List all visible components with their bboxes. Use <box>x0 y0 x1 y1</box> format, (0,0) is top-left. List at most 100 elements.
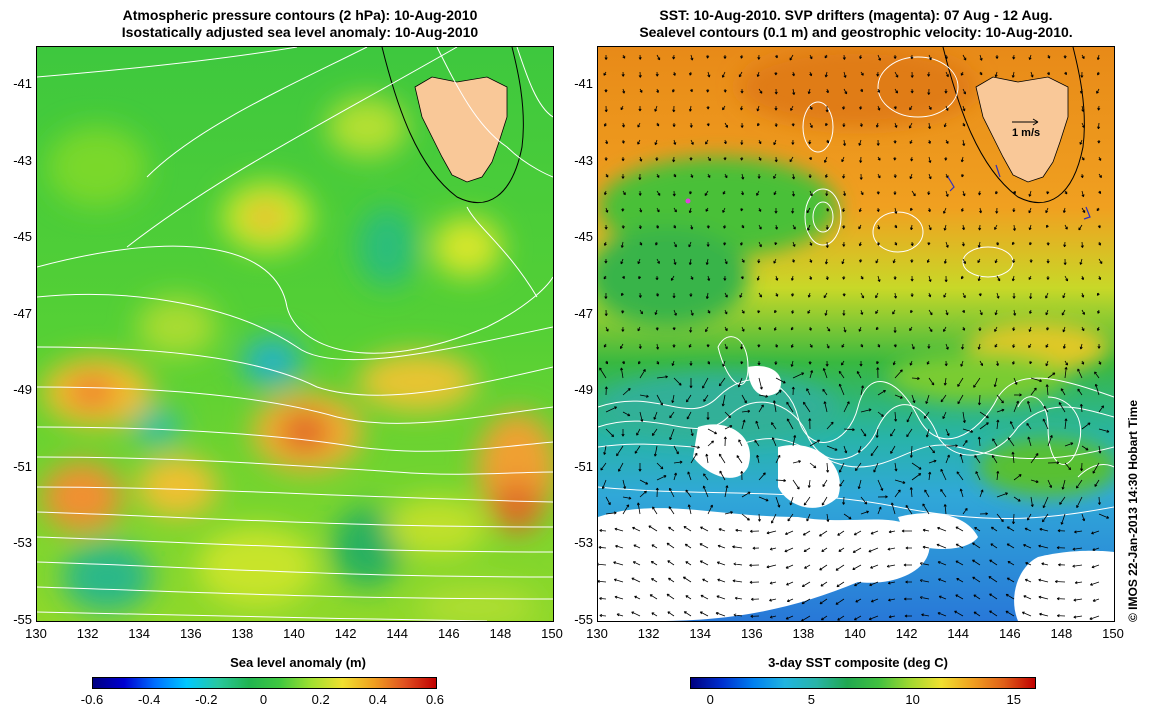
velocity-vector <box>737 377 743 388</box>
velocity-vector <box>928 377 935 386</box>
velocity-vector <box>843 428 855 432</box>
velocity-vector <box>928 275 932 282</box>
lat-tick-label: -47 <box>13 305 32 321</box>
velocity-vector <box>654 309 658 315</box>
velocity-vector <box>1009 421 1015 430</box>
velocity-vector <box>1097 343 1101 349</box>
velocity-vector <box>1081 360 1085 365</box>
velocity-vector <box>638 106 642 112</box>
velocity-vector <box>757 513 761 522</box>
velocity-vector <box>826 88 829 94</box>
velocity-vector <box>690 275 694 280</box>
velocity-vector <box>758 404 764 413</box>
velocity-vector <box>690 309 694 316</box>
velocity-vector <box>1081 156 1085 161</box>
velocity-vector <box>639 309 643 315</box>
velocity-vector <box>1047 434 1053 447</box>
velocity-vector <box>961 173 965 178</box>
velocity-vector <box>824 309 828 316</box>
velocity-vector <box>1046 326 1050 331</box>
velocity-vector <box>705 139 709 145</box>
velocity-vector <box>672 326 676 331</box>
velocity-vector <box>977 436 981 447</box>
velocity-vector <box>993 377 998 388</box>
velocity-vector <box>639 241 643 246</box>
velocity-vector <box>690 173 694 178</box>
velocity-vector <box>1080 241 1084 248</box>
velocity-vector <box>837 615 845 621</box>
lon-tick-label: 132 <box>76 626 99 641</box>
velocity-vector <box>826 445 838 451</box>
velocity-vector <box>651 544 658 549</box>
velocity-vector <box>809 343 813 348</box>
velocity-vector <box>738 71 743 78</box>
velocity-vector <box>892 258 896 264</box>
velocity-vector <box>699 560 709 566</box>
velocity-vector <box>1030 377 1042 383</box>
velocity-vector <box>689 190 693 195</box>
velocity-vector <box>689 361 693 366</box>
velocity-vector <box>604 89 608 93</box>
velocity-vector <box>650 561 658 566</box>
velocity-vector <box>995 360 1000 367</box>
velocity-vector <box>705 258 709 265</box>
velocity-vector <box>706 343 710 348</box>
velocity-vector <box>667 560 675 566</box>
velocity-vector <box>622 479 627 489</box>
velocity-vector <box>656 394 663 406</box>
velocity-vector <box>972 542 981 549</box>
velocity-vector <box>724 425 733 430</box>
velocity-vector <box>1039 612 1049 617</box>
velocity-vector <box>669 411 675 419</box>
velocity-vector <box>721 71 726 78</box>
velocity-vector <box>715 612 726 617</box>
velocity-vector <box>613 578 624 583</box>
velocity-vector <box>638 360 641 365</box>
lat-tick-label: -55 <box>574 612 593 627</box>
velocity-vector <box>621 326 625 332</box>
velocity-vector <box>705 326 709 333</box>
velocity-vector <box>944 156 948 161</box>
velocity-vector <box>724 292 728 298</box>
velocity-vector <box>1012 326 1016 331</box>
velocity-vector <box>911 343 915 350</box>
velocity-vector <box>1025 562 1032 566</box>
velocity-vector <box>1058 402 1066 413</box>
velocity-vector <box>1097 224 1101 229</box>
velocity-vector <box>682 576 692 583</box>
velocity-vector <box>736 455 743 464</box>
velocity-vector <box>774 224 778 230</box>
velocity-vector <box>824 156 828 163</box>
velocity-vector <box>706 412 710 420</box>
velocity-vector <box>894 479 906 484</box>
sea-level-anomaly-map[interactable] <box>36 46 554 622</box>
velocity-vector <box>600 462 607 471</box>
sst-map[interactable]: 1 m/s <box>597 46 1115 622</box>
velocity-vector <box>824 54 828 59</box>
velocity-vector <box>1064 462 1072 471</box>
velocity-vector <box>1097 496 1101 505</box>
velocity-vector <box>876 71 880 77</box>
velocity-vector <box>928 224 932 231</box>
velocity-vector <box>1029 360 1033 365</box>
velocity-vector <box>688 207 692 214</box>
velocity-vector <box>937 526 947 532</box>
velocity-vector <box>893 139 897 144</box>
velocity-vector <box>842 496 846 505</box>
velocity-vector <box>1081 275 1085 281</box>
velocity-vector <box>1029 241 1032 246</box>
velocity-vector <box>668 577 675 583</box>
velocity-vector <box>1027 436 1032 447</box>
velocity-vector <box>943 224 947 231</box>
velocity-vector <box>622 496 632 500</box>
velocity-vector <box>775 292 779 297</box>
velocity-vector <box>739 292 743 298</box>
velocity-vector <box>807 224 811 231</box>
velocity-vector <box>656 190 661 196</box>
velocity-vector <box>687 504 692 515</box>
velocity-vector <box>979 422 989 430</box>
velocity-vector <box>1013 474 1022 481</box>
velocity-vector <box>733 562 743 566</box>
velocity-vector <box>962 88 966 95</box>
velocity-vector <box>973 377 981 388</box>
